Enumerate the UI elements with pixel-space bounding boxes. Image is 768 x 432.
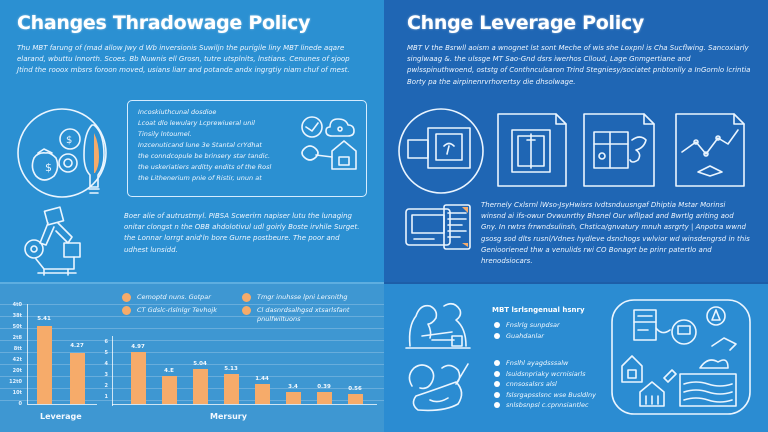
bar: [70, 353, 85, 404]
chart-grid: [0, 284, 384, 432]
list-item: Guahdanlar: [494, 331, 560, 342]
legend-item: Tmgr inuhsse lpni Lersnithg: [242, 293, 348, 302]
y-axis: [112, 336, 113, 406]
info-box: Incoskiuthcunal dosdioe Lcoat dlo lewula…: [127, 100, 367, 197]
info-line: Tinsily lntoumel.: [138, 130, 192, 138]
x-axis: [27, 404, 97, 405]
projector-icon: [398, 108, 484, 194]
info-line: Incoskiuthcunal dosdioe: [138, 108, 217, 116]
left-lower-text: Boer alie of autrustmyl. PIBSA Scwerirn …: [124, 212, 360, 254]
elevator-document-icon: [497, 113, 567, 187]
list-item: cnnsosalsrs alsl: [494, 379, 596, 390]
x-axis-label: Mersury: [210, 412, 247, 421]
list-item: fslsrgapsslsnc wse Busldlny: [494, 390, 596, 401]
y-axis: [27, 304, 28, 404]
people-meeting-icon: [405, 302, 471, 349]
bar: [348, 394, 363, 404]
info-line: Inzcenuticand lune 3e Stantal crYdhat: [138, 141, 262, 149]
bar-charts-panel: 4t0 38t 50t 2t8 8tt 42t 20t 12t0 10t 0 5…: [0, 282, 384, 432]
right-policy-panel: Chnge Leverage Policy MBT V the Bsrwll a…: [384, 0, 768, 282]
legend-item: Cl dasnrdsalhgsd xtsarlsfant pnulfwiltuo…: [242, 306, 372, 324]
infrastructure-illustration-icon: [611, 299, 751, 415]
bar: [37, 326, 52, 404]
history-panel: MBT lsrlsngenual hsnry Fnslrlg sunpdsar …: [384, 282, 768, 432]
money-lightbulb-icon: $ $: [17, 108, 107, 198]
info-line: the uskeriatiers arditty endits of the R…: [138, 163, 272, 171]
bar: [255, 384, 270, 404]
left-policy-panel: Changes Thradowage Policy Thu MBT farung…: [0, 0, 384, 282]
list-item: Fnslrlg sunpdsar: [494, 320, 560, 331]
bullet-list-2: Fnslhl ayagdsssalw lsuidsnpriaky wcrnisi…: [494, 358, 596, 411]
info-line: the conndcopule be brinsery star tandic.: [138, 152, 271, 160]
svg-text:$: $: [45, 161, 52, 174]
left-panel-intro: Thu MBT farung of (mad allow Jwy d Wb in…: [17, 44, 350, 75]
svg-text:$: $: [66, 135, 72, 146]
list-item: Fnslhl ayagdsssalw: [494, 358, 596, 369]
growth-chart-icon: [675, 113, 745, 187]
bar: [131, 352, 146, 404]
legend-item: CT Gdslc-rlslnlgr Tevhojk: [122, 306, 217, 315]
documents-icon: [405, 204, 471, 250]
bar: [162, 376, 177, 404]
x-axis: [112, 404, 377, 405]
history-title: MBT lsrlsngenual hsnry: [492, 306, 585, 314]
x-axis-label: Leverage: [40, 412, 82, 421]
left-panel-title: Changes Thradowage Policy: [17, 12, 311, 34]
plot-area: 5.41 4.27: [28, 304, 98, 404]
list-item: snlsbsnpsl c.cpnnsiantlec: [494, 400, 596, 411]
mersury-chart: Cemoptd nuns. Gotpar CT Gdslc-rlslnlgr T…: [100, 284, 384, 432]
list-item: lsuidsnpriaky wcrnisiarls: [494, 369, 596, 380]
robot-arm-icon: [24, 206, 81, 276]
bar: [286, 392, 301, 404]
home-cloud-icon: [301, 116, 357, 170]
building-ledger-icon: [583, 113, 655, 187]
bullet-list-1: Fnslrlg sunpdsar Guahdanlar: [494, 320, 560, 341]
info-line: Lcoat dlo lewulary Lcprewiueral unil: [138, 119, 255, 127]
people-reading-icon: [408, 363, 469, 412]
right-panel-title: Chnge Leverage Policy: [407, 12, 645, 34]
bar: [193, 369, 208, 404]
info-line: the Lithenerium pnie of Ristir, unun at: [138, 174, 262, 182]
bar: [317, 392, 332, 404]
right-lower-text: Thernely Cxlsrnl lWso-JsyHwisrs Ivdtsndu…: [481, 201, 750, 266]
legend-item: Cemoptd nuns. Gotpar: [122, 293, 211, 302]
bar: [224, 374, 239, 404]
leverage-chart: 4t0 38t 50t 2t8 8tt 42t 20t 12t0 10t 0 5…: [0, 284, 100, 432]
plot-area: 4.97 4.E 5.04 5.13 1.44 3.4 0.39 0.56: [113, 336, 377, 404]
right-panel-intro: MBT V the Bsrwll aoism a wnognet lst son…: [407, 44, 751, 86]
